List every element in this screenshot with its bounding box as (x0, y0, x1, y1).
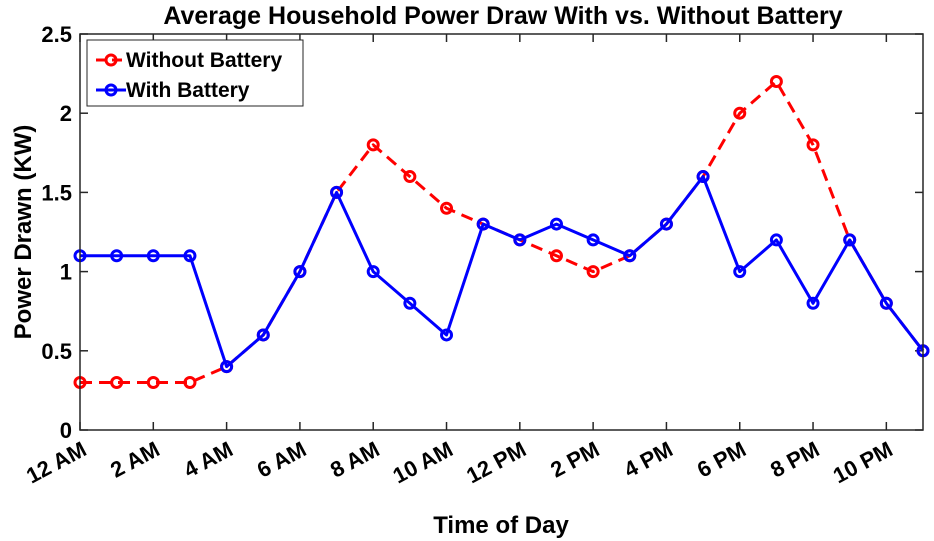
data-point-with-battery (659, 217, 673, 231)
data-point-with-battery (403, 296, 417, 310)
data-point-without-battery (183, 375, 197, 389)
data-point-without-battery (110, 375, 124, 389)
x-tick-label: 4 AM (180, 436, 237, 482)
data-point-with-battery (513, 233, 527, 247)
x-tick-label: 6 PM (693, 436, 750, 482)
data-point-with-battery (293, 265, 307, 279)
data-point-with-battery (440, 328, 454, 342)
x-tick-label: 4 PM (620, 436, 677, 482)
y-tick-label: 2.5 (41, 22, 72, 47)
data-point-without-battery (733, 106, 747, 120)
data-point-with-battery (256, 328, 270, 342)
y-tick-label: 2 (60, 101, 72, 126)
data-point-without-battery (586, 265, 600, 279)
x-tick-label: 12 PM (462, 436, 530, 488)
legend-box (86, 39, 304, 107)
data-point-with-battery (806, 296, 820, 310)
data-point-with-battery (220, 360, 234, 374)
data-point-without-battery (769, 75, 783, 89)
data-point-with-battery (110, 249, 124, 263)
data-point-with-battery (476, 217, 490, 231)
legend-marker-with-battery (104, 83, 118, 97)
legend-label-without-battery: Without Battery (126, 49, 282, 72)
x-tick-label: 8 AM (326, 436, 383, 482)
data-point-without-battery (806, 138, 820, 152)
data-point-without-battery (549, 249, 563, 263)
x-tick-label: 10 AM (389, 436, 457, 488)
data-point-with-battery (330, 185, 344, 199)
data-point-with-battery (733, 265, 747, 279)
x-tick-label: 10 PM (829, 436, 897, 488)
plot-area-frame (79, 33, 924, 431)
y-tick-label: 0 (60, 418, 72, 443)
data-point-with-battery (696, 170, 710, 184)
data-point-with-battery (146, 249, 160, 263)
x-tick-label: 6 AM (253, 436, 310, 482)
data-point-with-battery (843, 233, 857, 247)
x-tick-label: 12 AM (22, 436, 90, 488)
data-point-without-battery (440, 201, 454, 215)
data-point-with-battery (366, 265, 380, 279)
data-point-without-battery (366, 138, 380, 152)
y-tick-label: 1.5 (41, 180, 72, 205)
x-axis-label: Time of Day (433, 512, 569, 539)
y-tick-label: 1 (60, 260, 72, 285)
chart-title: Average Household Power Draw With vs. Wi… (163, 2, 842, 30)
data-point-with-battery (586, 233, 600, 247)
series-with-battery (73, 170, 930, 374)
x-tick-label: 2 AM (106, 436, 163, 482)
y-tick-label: 0.5 (41, 339, 72, 364)
legend-marker-without-battery (104, 53, 118, 67)
data-point-with-battery (549, 217, 563, 231)
data-point-with-battery (623, 249, 637, 263)
legend: Without Battery With Battery (86, 39, 304, 107)
data-point-with-battery (769, 233, 783, 247)
y-axis-label: Power Drawn (KW) (10, 125, 37, 340)
x-tick-label: 2 PM (546, 436, 603, 482)
data-point-without-battery (403, 170, 417, 184)
data-point-with-battery (183, 249, 197, 263)
x-tick-label: 8 PM (766, 436, 823, 482)
series-line-with-battery (80, 175, 925, 369)
data-point-with-battery (879, 296, 893, 310)
data-point-without-battery (146, 375, 160, 389)
legend-label-with-battery: With Battery (126, 79, 250, 102)
